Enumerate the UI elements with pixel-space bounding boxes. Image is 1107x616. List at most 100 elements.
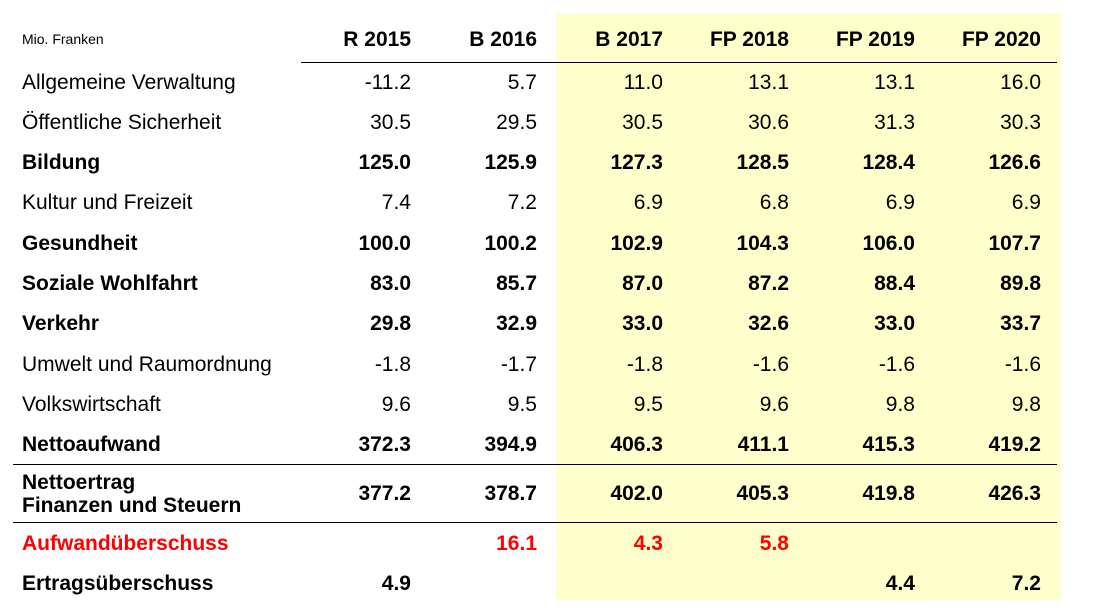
table-cell: 88.4 <box>874 272 915 296</box>
table-cell: 100.0 <box>358 231 411 255</box>
table-cell: 378.7 <box>427 464 553 523</box>
table-cell: 394.9 <box>484 433 537 457</box>
table-cell <box>427 563 553 603</box>
column-header: FP 2020 <box>931 18 1057 63</box>
table-cell: 9.5 <box>633 392 663 416</box>
table-cell: 6.8 <box>759 191 789 215</box>
table-cell: 9.6 <box>759 392 789 416</box>
table-cell: 11.0 <box>623 70 663 94</box>
row-label: Allgemeine Verwaltung <box>22 70 236 94</box>
table-cell: 128.4 <box>862 151 915 175</box>
column-header: FP 2019 <box>805 18 931 63</box>
table-cell: 31.3 <box>874 110 915 134</box>
table-row: Kultur und Freizeit 7.4 7.2 6.9 6.8 6.9 … <box>13 183 1057 223</box>
table-cell: 419.8 <box>805 464 931 523</box>
table-cell: -1.8 <box>626 352 663 376</box>
table-cell <box>805 522 931 564</box>
table-cell: 32.6 <box>748 312 789 336</box>
table-row: Allgemeine Verwaltung -11.2 5.7 11.0 13.… <box>13 62 1057 102</box>
table-row: Bildung 125.0 125.9 127.3 128.5 128.4 12… <box>13 143 1057 183</box>
table-cell: 100.2 <box>484 231 537 255</box>
row-label: Umwelt und Raumordnung <box>22 352 272 376</box>
table-row-net-revenue: Nettoertrag Finanzen und Steuern 377.2 37… <box>13 464 1057 523</box>
table-cell: 30.5 <box>370 110 411 134</box>
unit-label: Mio. Franken <box>22 31 104 48</box>
table-cell: 16.1 <box>427 522 553 564</box>
table-cell: 5.7 <box>507 70 537 94</box>
table-cell: 6.9 <box>885 191 915 215</box>
row-label: Ertragsüberschuss <box>22 571 214 595</box>
table-cell: 127.3 <box>610 151 663 175</box>
table-cell: 426.3 <box>931 464 1057 523</box>
table-cell: -1.8 <box>374 352 411 376</box>
row-label: Gesundheit <box>22 231 138 255</box>
column-header: FP 2018 <box>679 18 805 63</box>
row-label: Volkswirtschaft <box>22 392 161 416</box>
row-label: Bildung <box>22 151 101 175</box>
table-row: Öffentliche Sicherheit 30.5 29.5 30.5 30… <box>13 102 1057 142</box>
table-row: Soziale Wohlfahrt 83.0 85.7 87.0 87.2 88… <box>13 263 1057 303</box>
table-cell: 377.2 <box>301 464 427 523</box>
table-row: Umwelt und Raumordnung -1.8 -1.7 -1.8 -1… <box>13 344 1057 384</box>
table-row: Verkehr 29.8 32.9 33.0 32.6 33.0 33.7 <box>13 304 1057 344</box>
row-label: Kultur und Freizeit <box>22 191 193 215</box>
table-cell: 9.6 <box>381 392 411 416</box>
table-cell: 87.2 <box>748 272 789 296</box>
table-cell: 5.8 <box>679 522 805 564</box>
column-header: B 2017 <box>553 18 679 63</box>
table-cell: 33.7 <box>1000 312 1041 336</box>
table-cell: 9.5 <box>507 392 537 416</box>
table-cell <box>301 522 427 564</box>
table-cell <box>931 522 1057 564</box>
table-cell: 406.3 <box>610 433 663 457</box>
table-cell: 87.0 <box>622 272 663 296</box>
table-cell <box>553 563 679 603</box>
budget-table: Mio. Franken R 2015 B 2016 B 2017 FP 201… <box>13 18 1057 604</box>
table-cell <box>679 563 805 603</box>
row-label: Aufwandüberschuss <box>13 522 301 564</box>
row-label: Nettoaufwand <box>22 433 161 457</box>
table-cell: 128.5 <box>736 151 789 175</box>
table-cell: -1.6 <box>878 352 915 376</box>
table-cell: 415.3 <box>862 433 915 457</box>
table-cell: 33.0 <box>874 312 915 336</box>
table-cell: 83.0 <box>370 272 411 296</box>
table-cell: 16.0 <box>1000 70 1041 94</box>
table-cell: 85.7 <box>496 272 537 296</box>
table-cell: -1.6 <box>1004 352 1041 376</box>
table-cell: 9.8 <box>885 392 915 416</box>
table-cell: 89.8 <box>1000 272 1041 296</box>
table-cell: -1.6 <box>752 352 789 376</box>
row-label: Verkehr <box>22 312 100 336</box>
row-label: Öffentliche Sicherheit <box>22 110 222 134</box>
table-cell: 4.9 <box>381 571 411 595</box>
row-label-line2: Finanzen und Steuern <box>22 493 242 517</box>
table-cell: 126.6 <box>988 151 1041 175</box>
table-cell: 419.2 <box>988 433 1041 457</box>
table-cell: 107.7 <box>988 231 1041 255</box>
table-cell: 13.1 <box>748 70 789 94</box>
table-cell: -11.2 <box>364 70 411 94</box>
table-cell: 29.8 <box>370 312 411 336</box>
row-label: Nettoertrag Finanzen und Steuern <box>13 464 301 523</box>
table-cell: 32.9 <box>496 312 537 336</box>
table-cell: 6.9 <box>1011 191 1041 215</box>
table-cell: 30.6 <box>748 110 789 134</box>
table-cell: 9.8 <box>1011 392 1041 416</box>
table-cell: 6.9 <box>633 191 663 215</box>
table-cell: 33.0 <box>622 312 663 336</box>
table-cell: 104.3 <box>736 231 789 255</box>
table-cell: 405.3 <box>679 464 805 523</box>
table-cell: 7.4 <box>381 191 411 215</box>
table-cell: 125.9 <box>484 151 537 175</box>
table-row-deficit: Aufwandüberschuss 16.1 4.3 5.8 <box>13 522 1057 564</box>
table-cell: 372.3 <box>358 433 411 457</box>
table-cell: 30.5 <box>622 110 663 134</box>
table-cell: -1.7 <box>500 352 537 376</box>
table-cell: 13.1 <box>874 70 915 94</box>
table-cell: 7.2 <box>1011 571 1041 595</box>
column-header: B 2016 <box>427 18 553 63</box>
table-row-surplus: Ertragsüberschuss 4.9 4.4 7.2 <box>13 563 1057 603</box>
table-cell: 402.0 <box>553 464 679 523</box>
table-cell: 125.0 <box>358 151 411 175</box>
